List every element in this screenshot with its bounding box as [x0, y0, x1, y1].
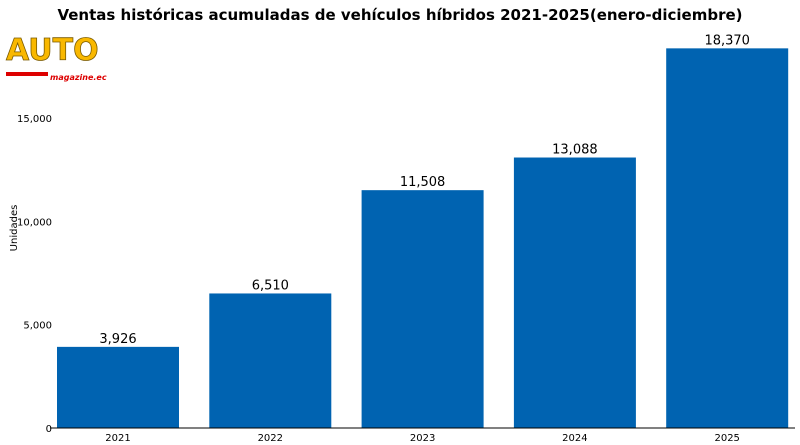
x-tick-label: 2022: [258, 433, 283, 444]
bar-2024: [513, 157, 636, 429]
bar-2025: [666, 48, 789, 428]
bar-2022: [209, 293, 332, 428]
y-tick-label: 15,000: [17, 114, 52, 125]
data-label: 11,508: [400, 175, 446, 190]
data-label: 6,510: [252, 278, 289, 293]
logo-main: AUTO: [6, 33, 99, 68]
data-label: 18,370: [704, 33, 750, 48]
bar-2023: [361, 190, 484, 428]
y-tick-label: 0: [46, 424, 52, 435]
logo-sub: magazine.ec: [50, 73, 107, 82]
data-label: 3,926: [99, 332, 136, 347]
bars: 3,926 2021 6,510 2022 11,508 2023 13,088 2024 18…: [57, 33, 789, 444]
x-tick-label: 2025: [714, 433, 739, 444]
y-axis: 0 5,000 10,000 15,000: [17, 114, 52, 435]
bar-2021: [57, 346, 179, 428]
data-label: 13,088: [552, 143, 598, 158]
y-tick-label: 10,000: [17, 217, 52, 228]
y-axis-label: Unidades: [9, 205, 20, 252]
y-tick-label: 5,000: [23, 321, 52, 332]
x-tick-label: 2021: [105, 433, 130, 444]
x-tick-label: 2023: [410, 433, 435, 444]
logo: AUTO magazine.ec: [6, 33, 107, 82]
x-tick-label: 2024: [562, 433, 587, 444]
chart-title: Ventas históricas acumuladas de vehículo…: [57, 6, 742, 24]
logo-bar: [6, 72, 48, 76]
